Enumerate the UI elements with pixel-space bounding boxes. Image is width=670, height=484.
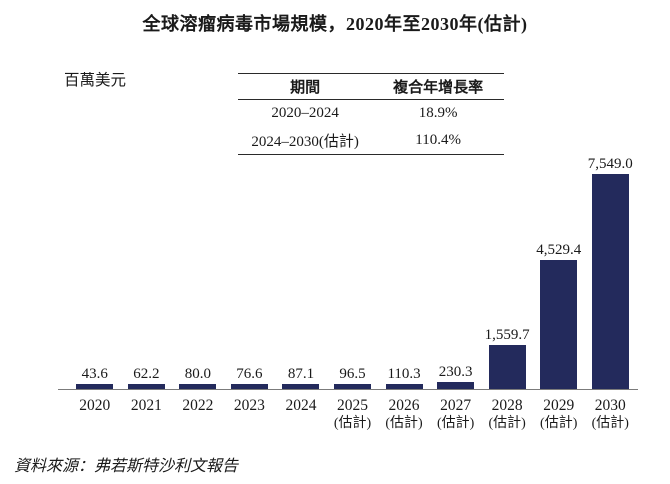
x-axis-year: 2023 xyxy=(233,397,265,414)
cagr-table-header-period: 期間 xyxy=(290,80,321,96)
bar-group: 230.3 xyxy=(430,364,482,389)
bar-group: 4,529.4 xyxy=(533,242,585,389)
bar xyxy=(76,384,114,389)
bar-value-label: 7,549.0 xyxy=(587,156,633,172)
bar-value-label: 96.5 xyxy=(339,366,366,382)
bar-value-label: 80.0 xyxy=(184,366,211,382)
x-axis-label: 2029 (估計) xyxy=(533,396,585,432)
bar xyxy=(127,384,165,389)
x-axis-estimate-note: (估計) xyxy=(436,416,475,431)
x-axis-year: 2026 xyxy=(388,397,420,414)
bar xyxy=(179,384,217,389)
cagr-table-row: 2024–2030(估計) 110.4% xyxy=(238,127,504,154)
cagr-table: 期間 複合年增長率 2020–2024 18.9% 2024–2030(估計) … xyxy=(238,73,504,155)
bar-value-label: 110.3 xyxy=(387,366,421,382)
bar xyxy=(591,174,629,389)
bar-group: 7,549.0 xyxy=(584,156,636,389)
x-axis-year: 2027 xyxy=(440,397,472,414)
bar-value-label: 87.1 xyxy=(287,366,315,382)
cagr-table-cell-period: 2024–2030(估計) xyxy=(251,134,359,150)
bar-value-label: 62.2 xyxy=(133,366,160,382)
x-axis-line xyxy=(58,389,638,390)
bar-group: 62.2 xyxy=(121,366,173,389)
bar-group: 43.6 xyxy=(69,366,121,389)
x-axis-estimate-note: (估計) xyxy=(591,416,629,431)
x-axis-label: 2022 xyxy=(172,396,224,432)
cagr-table-cell-cagr: 110.4% xyxy=(415,132,461,148)
bar-group: 110.3 xyxy=(378,366,430,389)
bar-group: 96.5 xyxy=(327,366,379,389)
bar-group: 1,559.7 xyxy=(481,327,533,389)
x-axis-label: 2024 xyxy=(275,396,327,432)
cagr-table-header-row: 期間 複合年增長率 xyxy=(238,74,504,100)
bar xyxy=(488,344,526,389)
x-axis-label: 2025 (估計) xyxy=(327,396,379,432)
x-axis-year: 2028 xyxy=(491,397,523,414)
x-axis-year: 2020 xyxy=(79,397,111,414)
x-axis-label: 2023 xyxy=(224,396,276,432)
x-axis-label: 2028 (估計) xyxy=(481,396,533,432)
x-axis-label: 2020 xyxy=(69,396,121,432)
x-axis-year: 2030 xyxy=(594,397,626,414)
x-axis-year: 2021 xyxy=(130,397,162,414)
cagr-table-body: 2020–2024 18.9% 2024–2030(估計) 110.4% xyxy=(238,100,504,154)
cagr-table-row: 2020–2024 18.9% xyxy=(238,100,504,127)
bar xyxy=(334,384,371,389)
cagr-table-header-cagr: 複合年增長率 xyxy=(393,80,484,96)
x-axis-year: 2022 xyxy=(182,397,214,414)
bar-value-label: 43.6 xyxy=(81,366,108,382)
x-axis-label: 2030 (估計) xyxy=(584,396,636,432)
cagr-table-cell-period: 2020–2024 xyxy=(271,105,339,121)
x-axis-estimate-note: (估計) xyxy=(385,416,423,431)
bar-value-label: 230.3 xyxy=(438,364,473,381)
x-axis-label: 2026 (估計) xyxy=(378,396,430,432)
bar xyxy=(437,382,475,389)
y-axis-unit-label: 百萬美元 xyxy=(64,72,127,89)
bar-group: 76.6 xyxy=(224,366,276,389)
source-note: 資料來源：弗若斯特沙利文報告 xyxy=(14,458,239,475)
x-axis-estimate-note: (估計) xyxy=(333,416,372,431)
bar-value-label: 76.6 xyxy=(236,366,263,382)
x-axis-year: 2025 xyxy=(337,397,368,414)
x-axis-label: 2021 xyxy=(121,396,173,432)
bar xyxy=(540,260,578,389)
bar xyxy=(385,384,423,389)
chart-title: 全球溶瘤病毒市場規模，2020年至2030年(估計) xyxy=(142,14,528,34)
bar xyxy=(230,384,268,389)
x-axis-labels: 2020 2021 2022 2023 2024 2025 (估計) 2026 (估計) 2027… xyxy=(69,396,636,432)
x-axis-estimate-note: (估計) xyxy=(540,416,578,431)
bar-groups: 43.6 62.2 80.0 76.6 87.1 96.5 110.3 230.3 1,559.… xyxy=(69,150,636,389)
bar-value-label: 1,559.7 xyxy=(484,326,530,343)
x-axis-estimate-note: (估計) xyxy=(488,416,526,431)
bar-value-label: 4,529.4 xyxy=(536,242,582,258)
x-axis-year: 2024 xyxy=(285,397,317,414)
bar-group: 87.1 xyxy=(275,366,327,389)
x-axis-year: 2029 xyxy=(543,397,575,414)
cagr-table-cell-cagr: 18.9% xyxy=(418,105,458,121)
x-axis-label: 2027 (估計) xyxy=(430,396,482,432)
bar-group: 80.0 xyxy=(172,366,224,389)
bar xyxy=(282,384,320,389)
